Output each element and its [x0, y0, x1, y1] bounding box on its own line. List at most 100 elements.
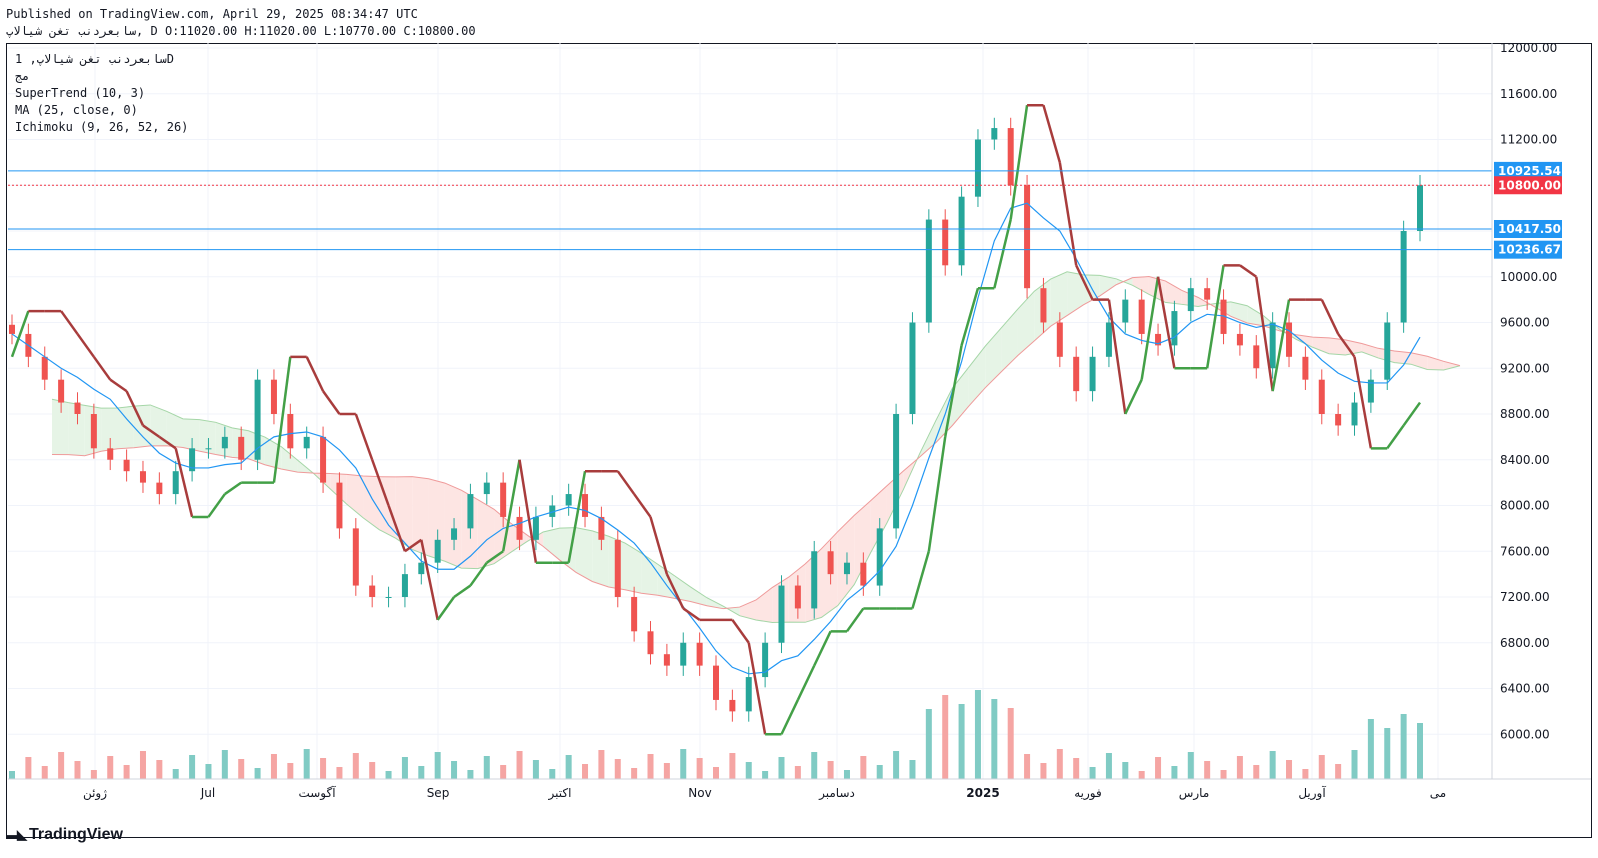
volume-bar [254, 768, 261, 779]
candle-body [1073, 356, 1080, 392]
supertrend-segment [272, 356, 292, 483]
candle-body [451, 528, 458, 540]
candle-body [778, 585, 785, 643]
volume-bar [467, 770, 474, 779]
supertrend-segment [1353, 356, 1373, 449]
candle-body [1040, 288, 1047, 323]
candle-body [1122, 299, 1129, 323]
x-tick-label: ژوئن [83, 786, 107, 801]
volume-bar [1040, 763, 1047, 779]
candle-body [1351, 402, 1358, 426]
supertrend-segment [486, 550, 504, 564]
volume-bar [1400, 714, 1407, 779]
volume-bar [909, 760, 916, 779]
ichimoku-cloud-segment [101, 408, 118, 452]
supertrend-segment [371, 459, 390, 506]
y-tick-label: 8000.00 [1500, 499, 1550, 513]
volume-bar [663, 763, 670, 779]
level-label: 10236.67 [1498, 243, 1561, 257]
volume-bar [90, 770, 97, 779]
candle-body [876, 528, 883, 586]
supertrend-segment [731, 619, 750, 644]
volume-bar [942, 695, 949, 779]
ichimoku-cloud-segment [1427, 356, 1444, 371]
candle-body [925, 219, 932, 323]
supertrend-segment [1402, 401, 1422, 427]
volume-bar [745, 762, 752, 779]
volume-bar [1024, 754, 1031, 779]
volume-bar [238, 759, 245, 779]
supertrend-segment [1107, 299, 1127, 415]
volume-bar [385, 771, 392, 779]
candle-body [467, 494, 474, 529]
supertrend-segment [436, 596, 456, 621]
supertrend-segment [649, 516, 669, 575]
tradingview-brand[interactable]: ▬◣ TradingView [6, 826, 123, 844]
volume-bar [287, 763, 294, 779]
candle-body [614, 539, 621, 597]
volume-bar [1089, 767, 1096, 779]
ichimoku-cloud-segment [756, 587, 773, 623]
candle-body [418, 562, 425, 575]
ichimoku-cloud-segment [117, 406, 134, 449]
ichimoku-cloud-segment [543, 528, 560, 560]
legend-symbol: سابعردنب تغن شیالاپ, 1D [15, 52, 174, 66]
legend-ichimoku[interactable]: Ichimoku (9, 26, 52, 26) [15, 120, 189, 134]
ichimoku-cloud-segment [674, 575, 691, 602]
candle-body [401, 574, 408, 597]
chart-frame[interactable] [6, 43, 1592, 838]
candle-body [352, 528, 359, 586]
candle-body [1155, 333, 1162, 346]
volume-bar [532, 760, 539, 779]
ichimoku-cloud-segment [1165, 280, 1182, 305]
candle-body [1138, 299, 1145, 334]
y-tick-label: 12000.00 [1500, 41, 1557, 55]
ichimoku-cloud-segment [592, 530, 609, 588]
x-tick-label: مارس [1179, 786, 1210, 801]
y-tick-label: 11200.00 [1500, 133, 1557, 147]
volume-bar [336, 767, 343, 779]
y-tick-label: 6000.00 [1500, 727, 1550, 741]
ichimoku-cloud-segment [575, 527, 593, 582]
ichimoku-cloud-segment [494, 509, 511, 564]
volume-bar [1105, 753, 1112, 779]
volume-bar [221, 750, 228, 779]
supertrend-segment [501, 459, 521, 552]
ichimoku-cloud-segment [625, 543, 642, 594]
legend-ma[interactable]: MA (25, close, 0) [15, 103, 138, 117]
candle-body [598, 516, 605, 540]
ichimoku-cloud-segment [821, 531, 838, 618]
supertrend-segment [387, 505, 407, 552]
y-tick-label: 8400.00 [1500, 453, 1550, 467]
ichimoku-cloud-segment [166, 411, 183, 448]
ichimoku-cloud-segment [199, 419, 216, 455]
volume-bar [1007, 708, 1014, 779]
supertrend-segment [1205, 265, 1225, 369]
ichimoku-cloud-segment [1296, 334, 1313, 348]
ichimoku-cloud-segment [1099, 275, 1117, 296]
supertrend-segment [1320, 299, 1340, 335]
volume-bar [205, 764, 212, 779]
ichimoku-cloud-segment [870, 485, 887, 553]
y-tick-label: 11600.00 [1500, 87, 1557, 101]
volume-bar [1187, 752, 1194, 779]
x-tick-label: می [1430, 786, 1446, 800]
published-line: Published on TradingView.com, April 29, … [6, 7, 418, 21]
candle-body [516, 516, 523, 540]
volume-bar [107, 756, 114, 779]
candle-body [189, 448, 196, 472]
legend-supertrend[interactable]: SuperTrend (10, 3) [15, 86, 146, 100]
y-tick-label: 10000.00 [1500, 270, 1557, 284]
volume-bar [614, 759, 621, 779]
candle-body [647, 631, 654, 655]
ichimoku-cloud-segment [477, 499, 495, 569]
supertrend-segment [1009, 105, 1029, 220]
volume-bar [696, 758, 703, 779]
supertrend-segment [943, 345, 963, 438]
level-label-bg [1494, 219, 1562, 238]
ichimoku-cloud-segment [444, 483, 462, 569]
volume-bar [1367, 719, 1374, 779]
volume-bar [1318, 755, 1325, 779]
ichimoku-cloud-segment [1329, 337, 1346, 356]
